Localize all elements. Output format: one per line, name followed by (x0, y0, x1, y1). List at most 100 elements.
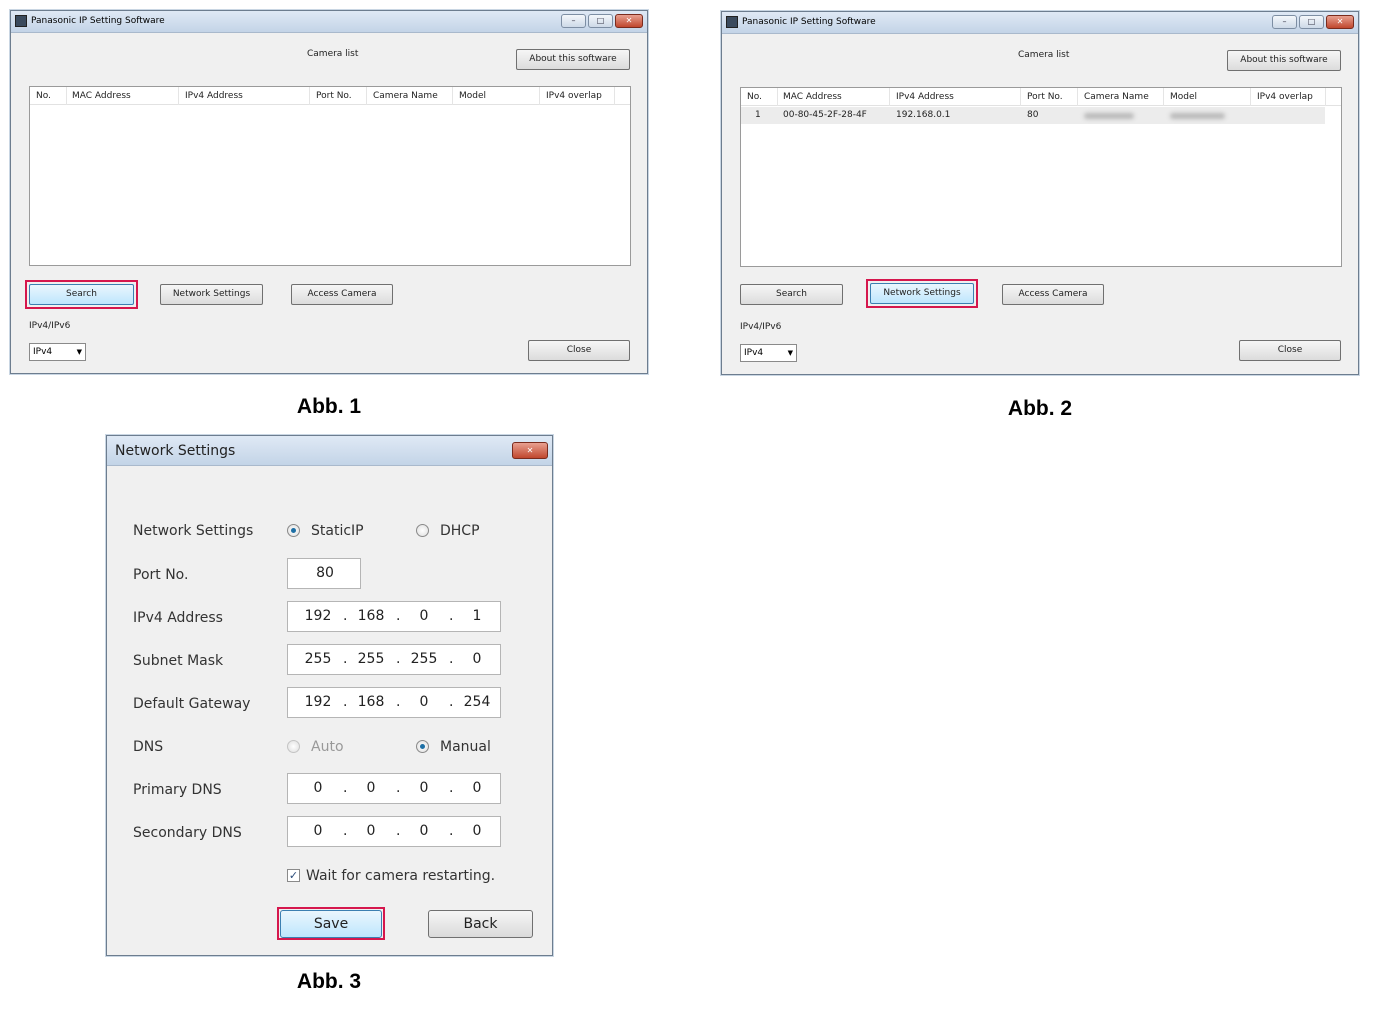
search-button[interactable]: Search (29, 284, 134, 305)
cell-model-blurred (1170, 113, 1225, 119)
octet[interactable]: 255 (410, 651, 438, 667)
col-ipv4-overlap[interactable]: IPv4 overlap (546, 91, 602, 101)
ip-version-select[interactable]: IPv4 ▼ (740, 344, 797, 362)
app-icon (726, 16, 738, 28)
close-button[interactable]: Close (1239, 340, 1341, 361)
col-ipv4-overlap[interactable]: IPv4 overlap (1257, 92, 1313, 102)
static-ip-radio[interactable] (287, 524, 300, 537)
ip-version-value: IPv4 (744, 348, 764, 358)
close-icon[interactable]: ✕ (1326, 15, 1354, 29)
dhcp-radio[interactable] (416, 524, 429, 537)
octet[interactable]: 0 (419, 780, 429, 796)
octet[interactable]: 192 (304, 694, 332, 710)
octet[interactable]: 0 (472, 651, 482, 667)
dhcp-label[interactable]: DHCP (440, 523, 480, 539)
octet[interactable]: 1 (472, 608, 482, 624)
dns-manual-radio[interactable] (416, 740, 429, 753)
ip-version-label: IPv4/IPv6 (29, 321, 71, 331)
static-ip-label[interactable]: StaticIP (311, 523, 364, 539)
primary-dns-label: Primary DNS (133, 782, 222, 798)
close-button[interactable]: Close (528, 340, 630, 361)
access-camera-button[interactable]: Access Camera (291, 284, 393, 305)
octet[interactable]: 0 (419, 608, 429, 624)
back-button[interactable]: Back (428, 910, 533, 938)
dns-label: DNS (133, 739, 164, 755)
dns-manual-label[interactable]: Manual (440, 739, 491, 755)
subnet-input[interactable]: 255. 255. 255. 0 (287, 644, 501, 675)
table-header: No. MAC Address IPv4 Address Port No. Ca… (30, 87, 630, 105)
primary-dns-input[interactable]: 0. 0. 0. 0 (287, 773, 501, 804)
col-mac[interactable]: MAC Address (783, 92, 842, 102)
wait-restart-label[interactable]: Wait for camera restarting. (306, 868, 496, 884)
col-no[interactable]: No. (36, 91, 51, 101)
network-settings-dialog: Network Settings ✕ Network Settings Stat… (106, 435, 553, 956)
octet[interactable]: 0 (419, 694, 429, 710)
wait-restart-checkbox[interactable]: ✓ (287, 869, 300, 882)
maximize-icon[interactable]: □ (1299, 15, 1324, 29)
octet[interactable]: 0 (313, 823, 323, 839)
octet[interactable]: 168 (357, 608, 385, 624)
octet[interactable]: 0 (366, 780, 376, 796)
octet[interactable]: 255 (304, 651, 332, 667)
ip-version-value: IPv4 (33, 347, 53, 357)
octet[interactable]: 0 (313, 780, 323, 796)
octet[interactable]: 192 (304, 608, 332, 624)
network-settings-button[interactable]: Network Settings (870, 283, 974, 304)
table-header: No. MAC Address IPv4 Address Port No. Ca… (741, 88, 1341, 106)
close-icon[interactable]: ✕ (615, 14, 643, 28)
cell-camera-name-blurred (1084, 113, 1134, 119)
port-input[interactable]: 80 (287, 558, 361, 589)
secondary-dns-input[interactable]: 0. 0. 0. 0 (287, 816, 501, 847)
ip-version-label: IPv4/IPv6 (740, 322, 782, 332)
ipv4-input[interactable]: 192. 168. 0. 1 (287, 601, 501, 632)
caption-abb-2: Abb. 2 (1007, 397, 1073, 420)
minimize-icon[interactable]: – (1272, 15, 1297, 29)
title-bar: Network Settings ✕ (107, 436, 552, 466)
octet[interactable]: 168 (357, 694, 385, 710)
camera-list-table[interactable]: No. MAC Address IPv4 Address Port No. Ca… (29, 86, 631, 266)
subnet-label: Subnet Mask (133, 653, 224, 669)
about-button[interactable]: About this software (1227, 50, 1341, 71)
camera-list-heading: Camera list (1018, 50, 1070, 60)
search-button[interactable]: Search (740, 284, 843, 305)
window-title: Panasonic IP Setting Software (742, 17, 876, 27)
camera-list-window-1: Panasonic IP Setting Software – □ ✕ Camera… (10, 10, 648, 374)
col-camera-name[interactable]: Camera Name (373, 91, 438, 101)
octet[interactable]: 255 (357, 651, 385, 667)
camera-list-heading: Camera list (307, 49, 359, 59)
caption-abb-3: Abb. 3 (296, 970, 362, 993)
minimize-icon[interactable]: – (561, 14, 586, 28)
camera-list-table[interactable]: No. MAC Address IPv4 Address Port No. Ca… (740, 87, 1342, 267)
dns-auto-label[interactable]: Auto (311, 739, 344, 755)
about-button[interactable]: About this software (516, 49, 630, 70)
col-ipv4[interactable]: IPv4 Address (896, 92, 954, 102)
save-button[interactable]: Save (280, 910, 382, 938)
octet[interactable]: 0 (366, 823, 376, 839)
table-row[interactable]: 1 00-80-45-2F-28-4F 192.168.0.1 80 (741, 107, 1325, 124)
col-model[interactable]: Model (459, 91, 487, 101)
col-model[interactable]: Model (1170, 92, 1198, 102)
dns-auto-radio[interactable] (287, 740, 300, 753)
octet[interactable]: 254 (463, 694, 491, 710)
octet[interactable]: 0 (472, 823, 482, 839)
dropdown-arrow-icon: ▼ (76, 348, 82, 356)
close-icon[interactable]: ✕ (512, 442, 548, 459)
highlight-frame (25, 280, 138, 309)
col-port[interactable]: Port No. (316, 91, 352, 101)
network-settings-button[interactable]: Network Settings (160, 284, 263, 305)
col-camera-name[interactable]: Camera Name (1084, 92, 1149, 102)
gateway-input[interactable]: 192. 168. 0. 254 (287, 687, 501, 718)
col-port[interactable]: Port No. (1027, 92, 1063, 102)
title-bar: Panasonic IP Setting Software – □ ✕ (11, 11, 647, 33)
access-camera-button[interactable]: Access Camera (1002, 284, 1104, 305)
col-no[interactable]: No. (747, 92, 762, 102)
maximize-icon[interactable]: □ (588, 14, 613, 28)
cell-ipv4: 192.168.0.1 (896, 110, 951, 120)
col-ipv4[interactable]: IPv4 Address (185, 91, 243, 101)
ip-version-select[interactable]: IPv4 ▼ (29, 343, 86, 361)
octet[interactable]: 0 (419, 823, 429, 839)
col-mac[interactable]: MAC Address (72, 91, 131, 101)
cell-no: 1 (755, 110, 761, 120)
secondary-dns-label: Secondary DNS (133, 825, 242, 841)
octet[interactable]: 0 (472, 780, 482, 796)
